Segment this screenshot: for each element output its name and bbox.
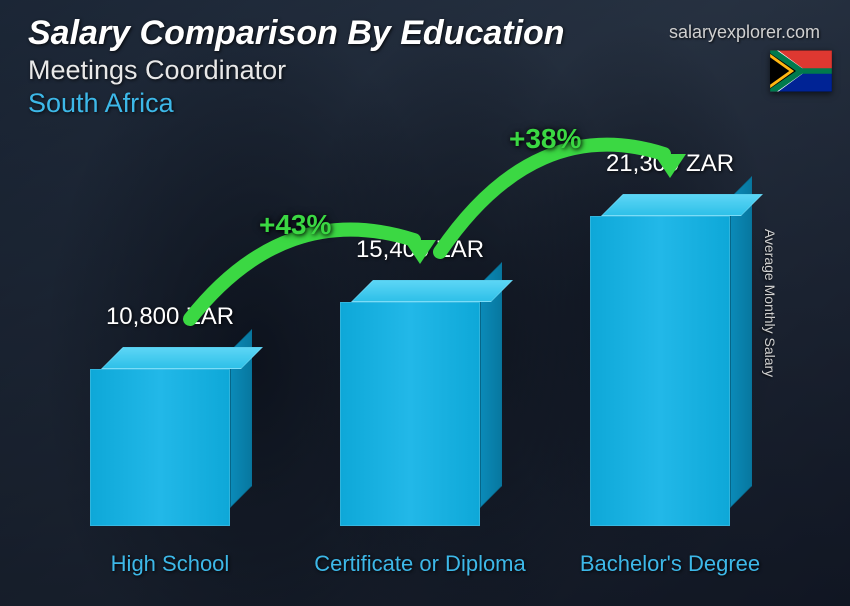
increase-arrow (50, 156, 770, 586)
percent-increase-label: +38% (509, 123, 581, 155)
header: Salary Comparison By Education Meetings … (28, 14, 565, 119)
job-title: Meetings Coordinator (28, 55, 565, 86)
bar-chart: 10,800 ZAR High School 15,400 ZAR Certif… (50, 156, 770, 586)
page-title: Salary Comparison By Education (28, 14, 565, 53)
infographic-container: Salary Comparison By Education Meetings … (0, 0, 850, 606)
country-name: South Africa (28, 88, 565, 119)
flag-icon (770, 50, 832, 92)
brand-label: salaryexplorer.com (669, 22, 820, 43)
